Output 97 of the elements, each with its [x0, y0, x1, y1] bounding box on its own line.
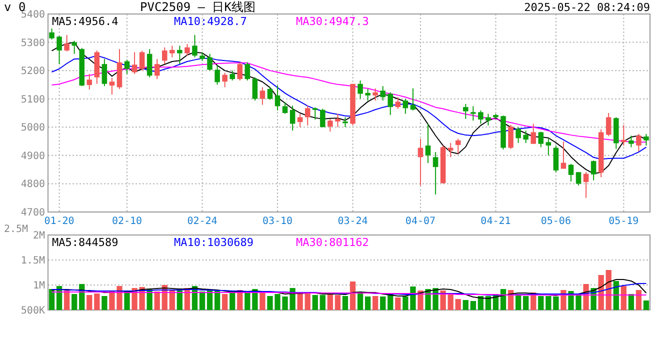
candlestick — [636, 133, 642, 152]
candlestick — [380, 86, 386, 102]
chart-title: PVC2509 — 日K线图 — [140, 0, 256, 14]
candlestick — [207, 53, 212, 72]
candlestick — [402, 98, 408, 114]
candlestick — [425, 123, 431, 164]
candlestick — [530, 123, 536, 144]
candlestick — [486, 113, 491, 126]
candlestick — [72, 40, 77, 54]
y-tick-label: 1.5M — [20, 256, 45, 266]
candlestick — [244, 62, 250, 81]
candlestick — [297, 113, 303, 128]
candlestick — [260, 86, 266, 106]
candlestick — [523, 130, 528, 144]
text: MA5:844589 — [52, 236, 118, 249]
candlestick — [628, 135, 634, 148]
candlestick — [606, 112, 612, 137]
candlestick — [576, 172, 582, 186]
candlestick — [56, 36, 62, 65]
candlestick — [320, 108, 326, 128]
candlestick — [418, 138, 424, 186]
candlestick — [109, 77, 115, 96]
x-tick-label: 04-21 — [480, 216, 511, 227]
candlestick — [395, 96, 401, 110]
candlestick — [192, 34, 198, 58]
candlestick — [470, 106, 476, 122]
candlestick — [290, 105, 296, 132]
candlestick — [568, 163, 574, 182]
candlestick — [508, 124, 514, 150]
candlestick — [463, 103, 468, 120]
candlestick — [455, 138, 461, 154]
candlestick — [388, 92, 394, 116]
candlestick — [64, 34, 70, 52]
candlestick — [342, 116, 348, 128]
y-tick-label: 5100 — [20, 94, 45, 106]
x-tick-label: 01-20 — [44, 216, 74, 227]
candlestick — [49, 28, 54, 40]
candlestick — [304, 105, 310, 126]
candlestick — [621, 124, 626, 146]
text: MA30:801162 — [296, 236, 369, 249]
y-tick-label: 4700 — [20, 208, 45, 218]
text: 2.5M — [4, 224, 28, 235]
x-tick-label: 02-10 — [112, 216, 142, 227]
candlestick — [358, 80, 363, 100]
candlestick — [335, 113, 340, 128]
y-tick-label: 5200 — [20, 66, 45, 78]
candlestick — [124, 59, 130, 74]
y-tick-label: 5400 — [20, 10, 45, 20]
candlestick — [644, 133, 649, 146]
candlestick — [516, 126, 521, 144]
candlestick — [170, 45, 175, 58]
candlestick — [372, 88, 378, 102]
chart-subtitle: 2025-05-22 08:24:09 — [524, 1, 650, 14]
y-tick-label: 4900 — [20, 150, 45, 162]
text: MA30:4947.3 — [296, 15, 369, 28]
x-tick-label: 04-07 — [405, 216, 436, 227]
candlestick — [365, 88, 370, 102]
text: MA10:4928.7 — [174, 15, 247, 28]
candlestick — [267, 86, 273, 100]
y-tick-label: 2M — [32, 230, 45, 242]
x-tick-label: 03-10 — [262, 216, 293, 227]
x-tick-label: 03-24 — [338, 216, 368, 227]
y-tick-label: 1M — [32, 280, 45, 292]
candlestick — [230, 70, 235, 81]
candlestick — [328, 118, 333, 132]
candlestick — [237, 62, 243, 81]
candlestick — [184, 43, 190, 56]
candlestick — [132, 52, 138, 74]
candlestick — [546, 138, 552, 156]
candlestick — [86, 73, 92, 90]
candlestick — [154, 58, 160, 80]
x-tick-label: 02-24 — [187, 216, 218, 227]
candlestick — [222, 72, 228, 88]
candlestick — [312, 106, 318, 120]
candlestick — [583, 172, 589, 198]
candlestick — [590, 160, 596, 181]
y-tick-label: 500K — [20, 306, 45, 316]
candlestick — [432, 152, 438, 195]
y-tick-label: 5300 — [20, 38, 45, 49]
candlestick — [478, 110, 484, 124]
series-label: MA5:4956.4 — [52, 15, 119, 28]
candlestick — [282, 102, 288, 114]
y-tick-label: 4800 — [20, 179, 45, 190]
candlestick — [177, 45, 182, 65]
candlestick — [538, 131, 544, 148]
candlestick — [162, 46, 168, 65]
x-tick-label: 05-06 — [540, 216, 571, 227]
x-tick-label: 05-19 — [608, 216, 639, 227]
text: MA10:1030689 — [174, 236, 254, 249]
candlestick — [553, 145, 559, 173]
candlestick — [214, 64, 220, 86]
candlestick — [274, 85, 280, 111]
candlestick — [146, 48, 152, 78]
candlestick — [139, 50, 145, 72]
candlestick — [252, 76, 258, 102]
candlestick — [102, 58, 108, 87]
y-tick-label: 5000 — [20, 122, 45, 134]
